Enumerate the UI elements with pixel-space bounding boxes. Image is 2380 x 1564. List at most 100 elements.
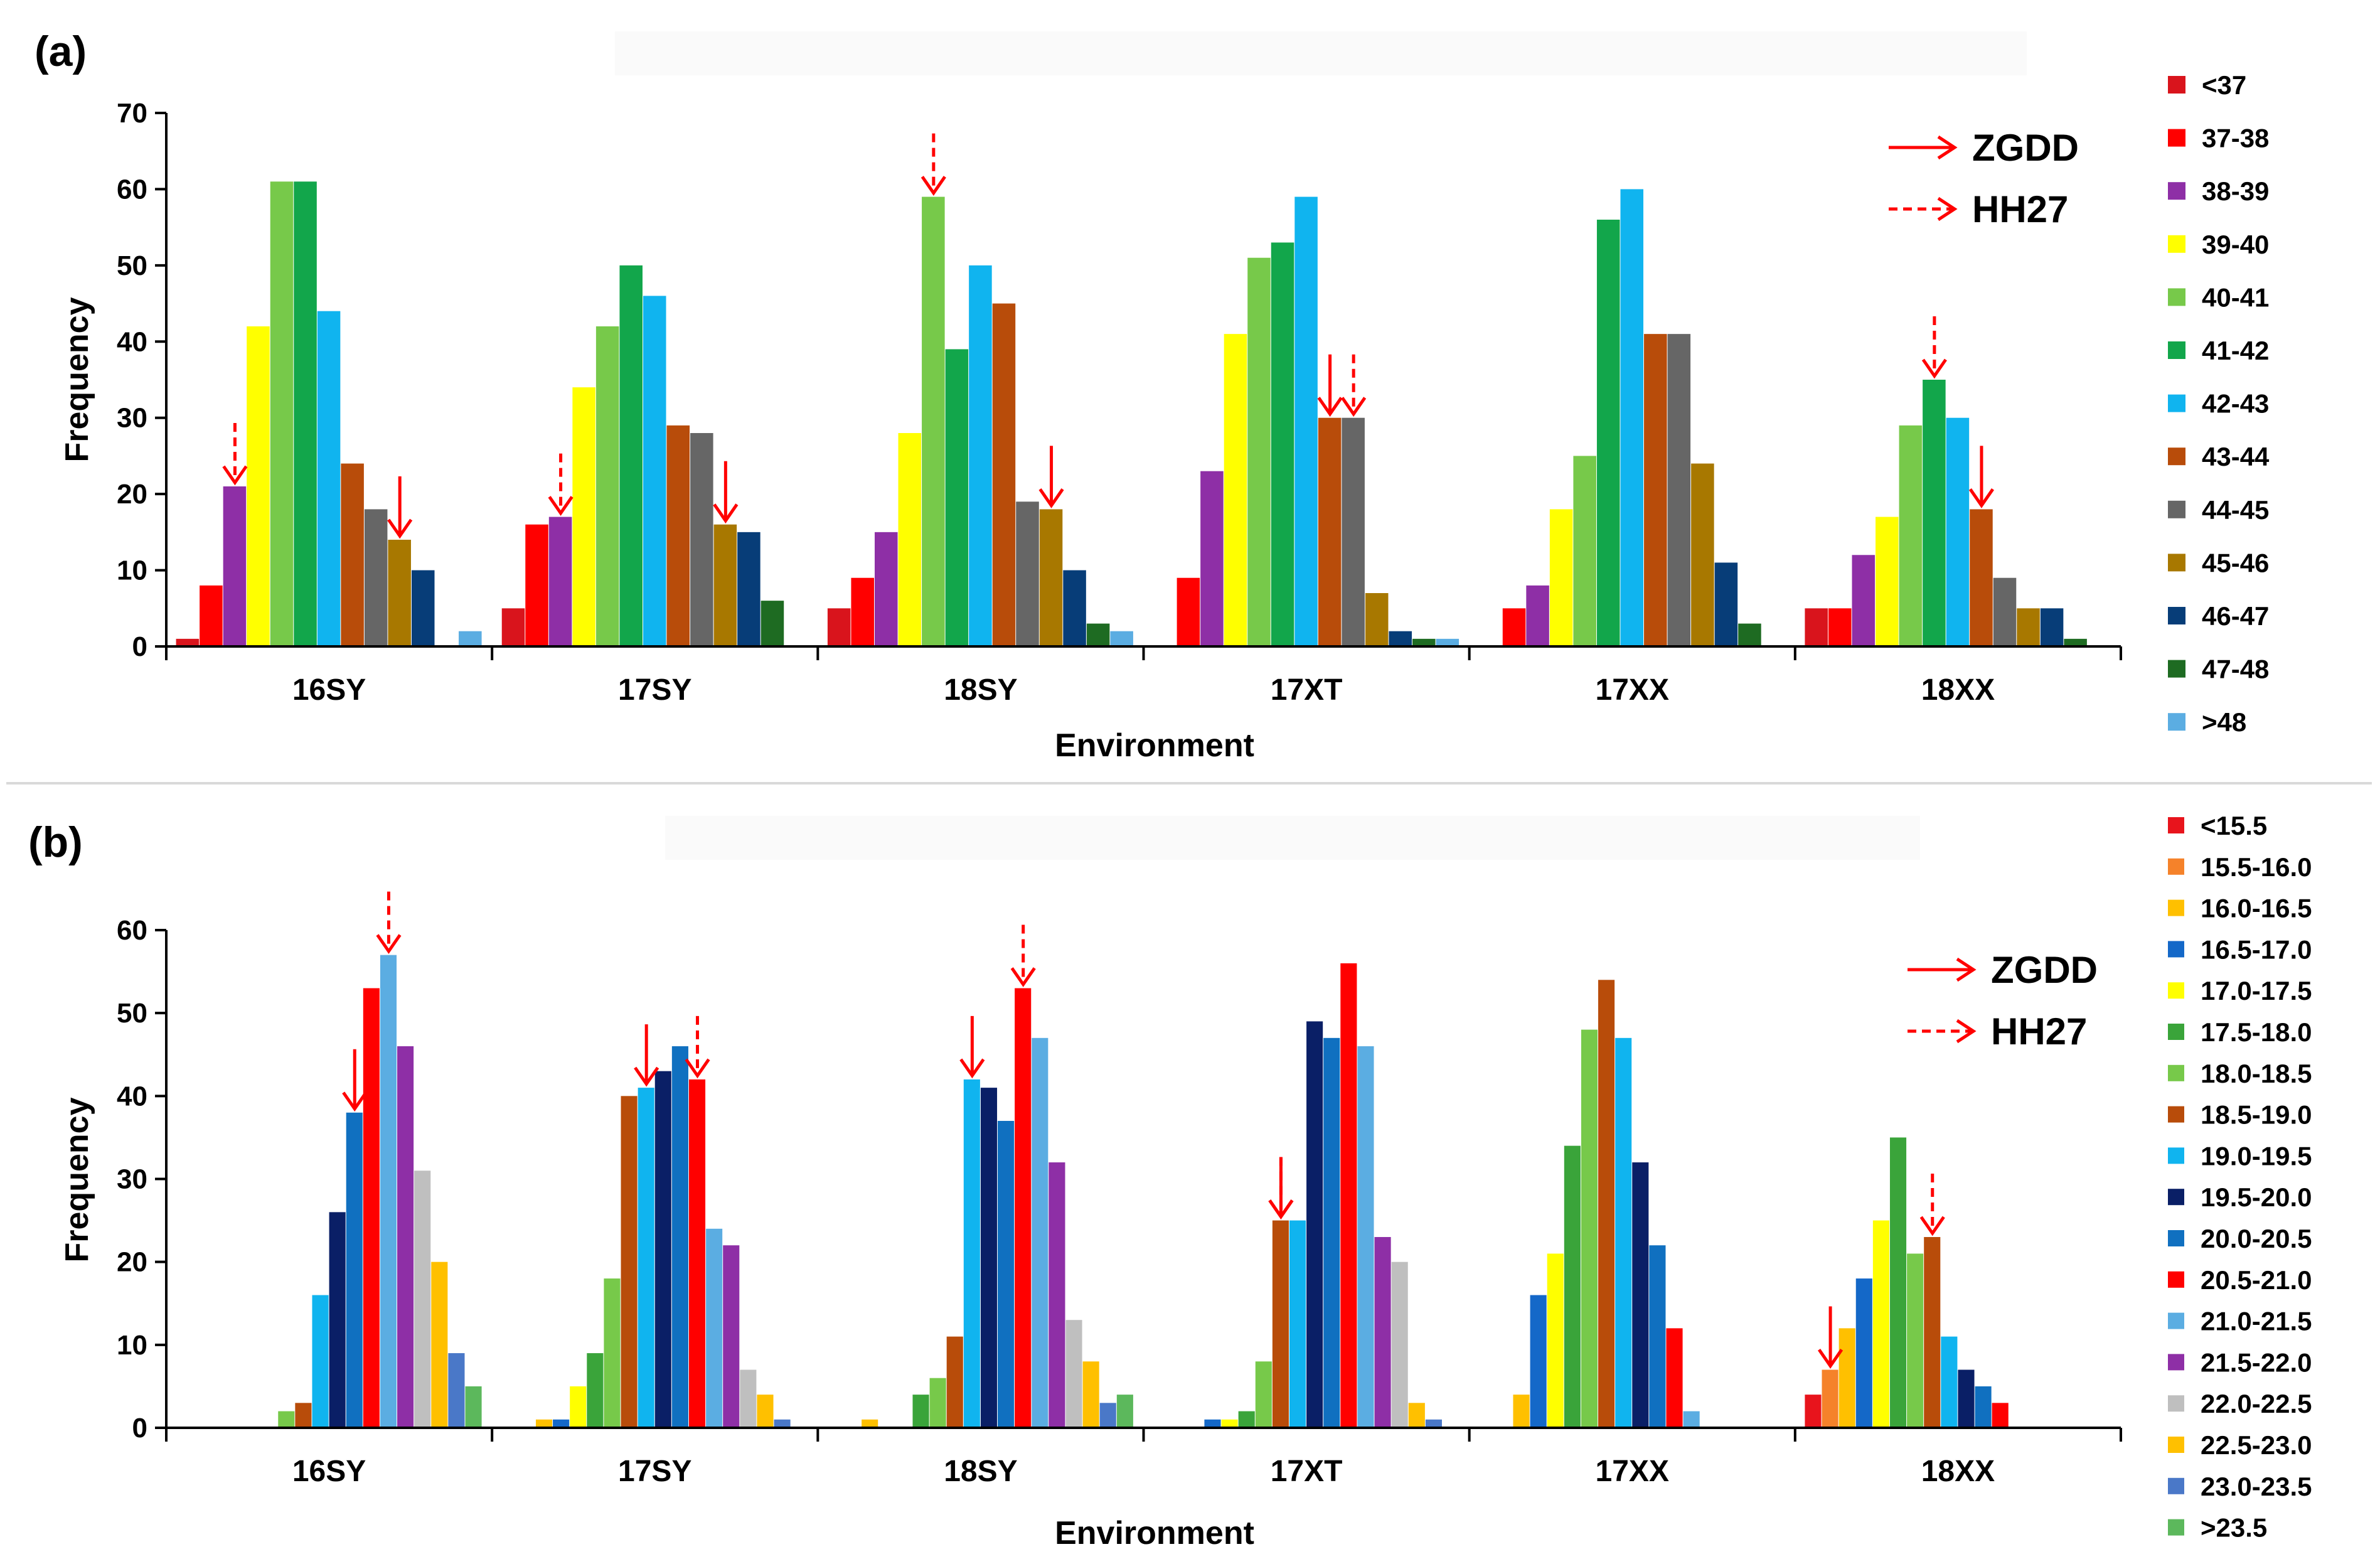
legend-swatch-a xyxy=(2168,607,2185,624)
bar-a-18XX-39-40 xyxy=(1876,517,1899,646)
legend-label-b: 17.5-18.0 xyxy=(2201,1017,2312,1047)
annotation-arrowhead-zgdd xyxy=(1956,957,1977,982)
bar-b-17XT-20.0-20.5 xyxy=(1323,1037,1340,1428)
bar-b-17XX-21.0-21.5 xyxy=(1683,1411,1700,1428)
markers-b xyxy=(342,891,1945,1369)
marker-arrowhead-a xyxy=(713,503,739,524)
bar-b-17SY-20.5-21.0 xyxy=(688,1079,706,1428)
marker-arrowhead-b xyxy=(1268,1199,1294,1219)
marker-arrowhead-b xyxy=(376,934,402,955)
legend-label-a: 47-48 xyxy=(2202,655,2269,684)
bar-b-17XX-17.5-18.0 xyxy=(1564,1145,1581,1428)
bar-b-18SY->23.5 xyxy=(1116,1395,1133,1428)
legend-swatch-a xyxy=(2168,76,2185,94)
x-tick-label-a-17SY: 17SY xyxy=(618,673,691,707)
x-tick-label-a-16SY: 16SY xyxy=(292,673,366,707)
bar-b-18XX-15.5-16.0 xyxy=(1822,1369,1838,1428)
y-tick-label-a: 40 xyxy=(117,326,147,357)
x-tick-label-a-17XT: 17XT xyxy=(1271,673,1343,707)
x-axis-title-b: Environment xyxy=(1055,1515,1254,1551)
bar-b-17SY-22.0-22.5 xyxy=(740,1369,757,1428)
legend-b: <15.5 15.5-16.0 16.0-16.5 16.5-17.0 17.0-17.… xyxy=(2168,811,2312,1543)
legend-label-b: 22.0-22.5 xyxy=(2201,1389,2312,1418)
legend-swatch-a xyxy=(2168,500,2185,518)
legend-swatch-b xyxy=(2168,1189,2184,1206)
annotation-label-zgdd: ZGDD xyxy=(1972,127,2079,169)
bar-a-18SY-40-41 xyxy=(922,196,945,646)
bar-a-16SY->48 xyxy=(459,631,482,646)
legend-label-a: 41-42 xyxy=(2202,336,2269,365)
bar-b-17SY-22.5-23.0 xyxy=(757,1395,774,1428)
legend-label-b: 23.0-23.5 xyxy=(2201,1472,2312,1501)
marker-arrowhead-a xyxy=(1317,397,1343,417)
bar-b-17XT-22.0-22.5 xyxy=(1391,1261,1408,1428)
legend-swatch-a xyxy=(2168,341,2185,359)
bar-a-18SY-39-40 xyxy=(898,433,922,646)
bar-b-17XT-21.5-22.0 xyxy=(1374,1237,1391,1428)
legend-swatch-b xyxy=(2168,1024,2184,1040)
legend-label-a: 40-41 xyxy=(2202,282,2269,312)
legend-swatch-b xyxy=(2168,1106,2184,1123)
bar-a-18XX-44-45 xyxy=(1993,577,2017,646)
legend-label-b: 21.5-22.0 xyxy=(2201,1347,2312,1377)
legend-swatch-a xyxy=(2168,713,2185,731)
legend-label-a: >48 xyxy=(2202,707,2246,737)
bar-b-17XT-17.0-17.5 xyxy=(1221,1419,1238,1428)
bar-a-16SY-38-39 xyxy=(223,486,247,646)
legend-label-a: 43-44 xyxy=(2202,442,2270,471)
bar-a-18XX-45-46 xyxy=(2017,608,2040,646)
bar-a-18SY-<37 xyxy=(827,608,851,646)
bar-a-18SY-42-43 xyxy=(969,265,992,646)
bar-b-18SY-20.0-20.5 xyxy=(998,1120,1015,1428)
bar-b-18XX-19.0-19.5 xyxy=(1941,1336,1958,1428)
bar-b-16SY-19.0-19.5 xyxy=(312,1295,329,1428)
bar-a-17XT-45-46 xyxy=(1365,593,1389,646)
bar-b-18SY-16.0-16.5 xyxy=(862,1419,878,1428)
legend-swatch-b xyxy=(2168,1312,2184,1329)
marker-arrowhead-b xyxy=(1818,1349,1844,1369)
bar-b-18SY-18.5-19.0 xyxy=(946,1336,963,1428)
bar-b-17SY-19.5-20.0 xyxy=(654,1071,671,1428)
bar-b-16SY-23.0-23.5 xyxy=(448,1353,465,1428)
legend-label-a: 46-47 xyxy=(2202,601,2269,631)
legend-label-b: 21.0-21.5 xyxy=(2201,1307,2312,1336)
bar-a-17XT-43-44 xyxy=(1318,417,1342,646)
bar-a-18XX-41-42 xyxy=(1923,380,1946,646)
y-tick-label-b: 60 xyxy=(117,915,147,946)
bar-b-18SY-19.0-19.5 xyxy=(963,1079,980,1428)
bar-a-17XT-40-41 xyxy=(1247,257,1271,647)
legend-label-a: 37-38 xyxy=(2202,124,2269,153)
bar-b-16SY-21.0-21.5 xyxy=(380,955,397,1428)
y-tick-label-b: 10 xyxy=(117,1330,147,1361)
bar-a-17SY-41-42 xyxy=(619,265,643,646)
y-tick-label-b: 30 xyxy=(117,1164,147,1195)
bar-b-18XX-16.0-16.5 xyxy=(1838,1328,1855,1428)
bar-b-17SY-19.0-19.5 xyxy=(638,1088,654,1428)
bar-a-18SY-45-46 xyxy=(1039,509,1063,646)
legend-swatch-b xyxy=(2168,1354,2184,1371)
bar-b-17XX-16.0-16.5 xyxy=(1513,1395,1530,1428)
y-tick-label-b: 0 xyxy=(132,1413,147,1443)
legend-swatch-b xyxy=(2168,1147,2184,1164)
bar-a-18SY->48 xyxy=(1110,631,1133,646)
legend-swatch-a xyxy=(2168,129,2185,147)
marker-arrowhead-a xyxy=(1921,358,1947,379)
bar-b-16SY-21.5-22.0 xyxy=(397,1046,414,1428)
bar-b-17XT-19.0-19.5 xyxy=(1289,1220,1306,1428)
bar-b-17XT-19.5-20.0 xyxy=(1306,1021,1323,1428)
bar-a-16SY-44-45 xyxy=(364,509,388,646)
legend-swatch-b xyxy=(2168,899,2184,916)
legend-swatch-a xyxy=(2168,447,2185,466)
bar-a-17SY-43-44 xyxy=(666,425,690,646)
bar-b-18XX-<15.5 xyxy=(1805,1395,1822,1428)
bar-a-17SY-46-47 xyxy=(737,532,760,646)
x-tick-label-b-18SY: 18SY xyxy=(944,1455,1017,1488)
legend-label-a: 44-45 xyxy=(2202,495,2269,525)
legend-swatch-b xyxy=(2168,1437,2184,1453)
legend-label-b: 16.5-17.0 xyxy=(2201,935,2312,964)
bar-b-17SY-18.0-18.5 xyxy=(604,1278,621,1428)
legend-label-b: 19.0-19.5 xyxy=(2201,1141,2312,1170)
annotation-label-zgdd: ZGDD xyxy=(1991,949,2098,991)
marker-arrowhead-a xyxy=(222,465,248,486)
